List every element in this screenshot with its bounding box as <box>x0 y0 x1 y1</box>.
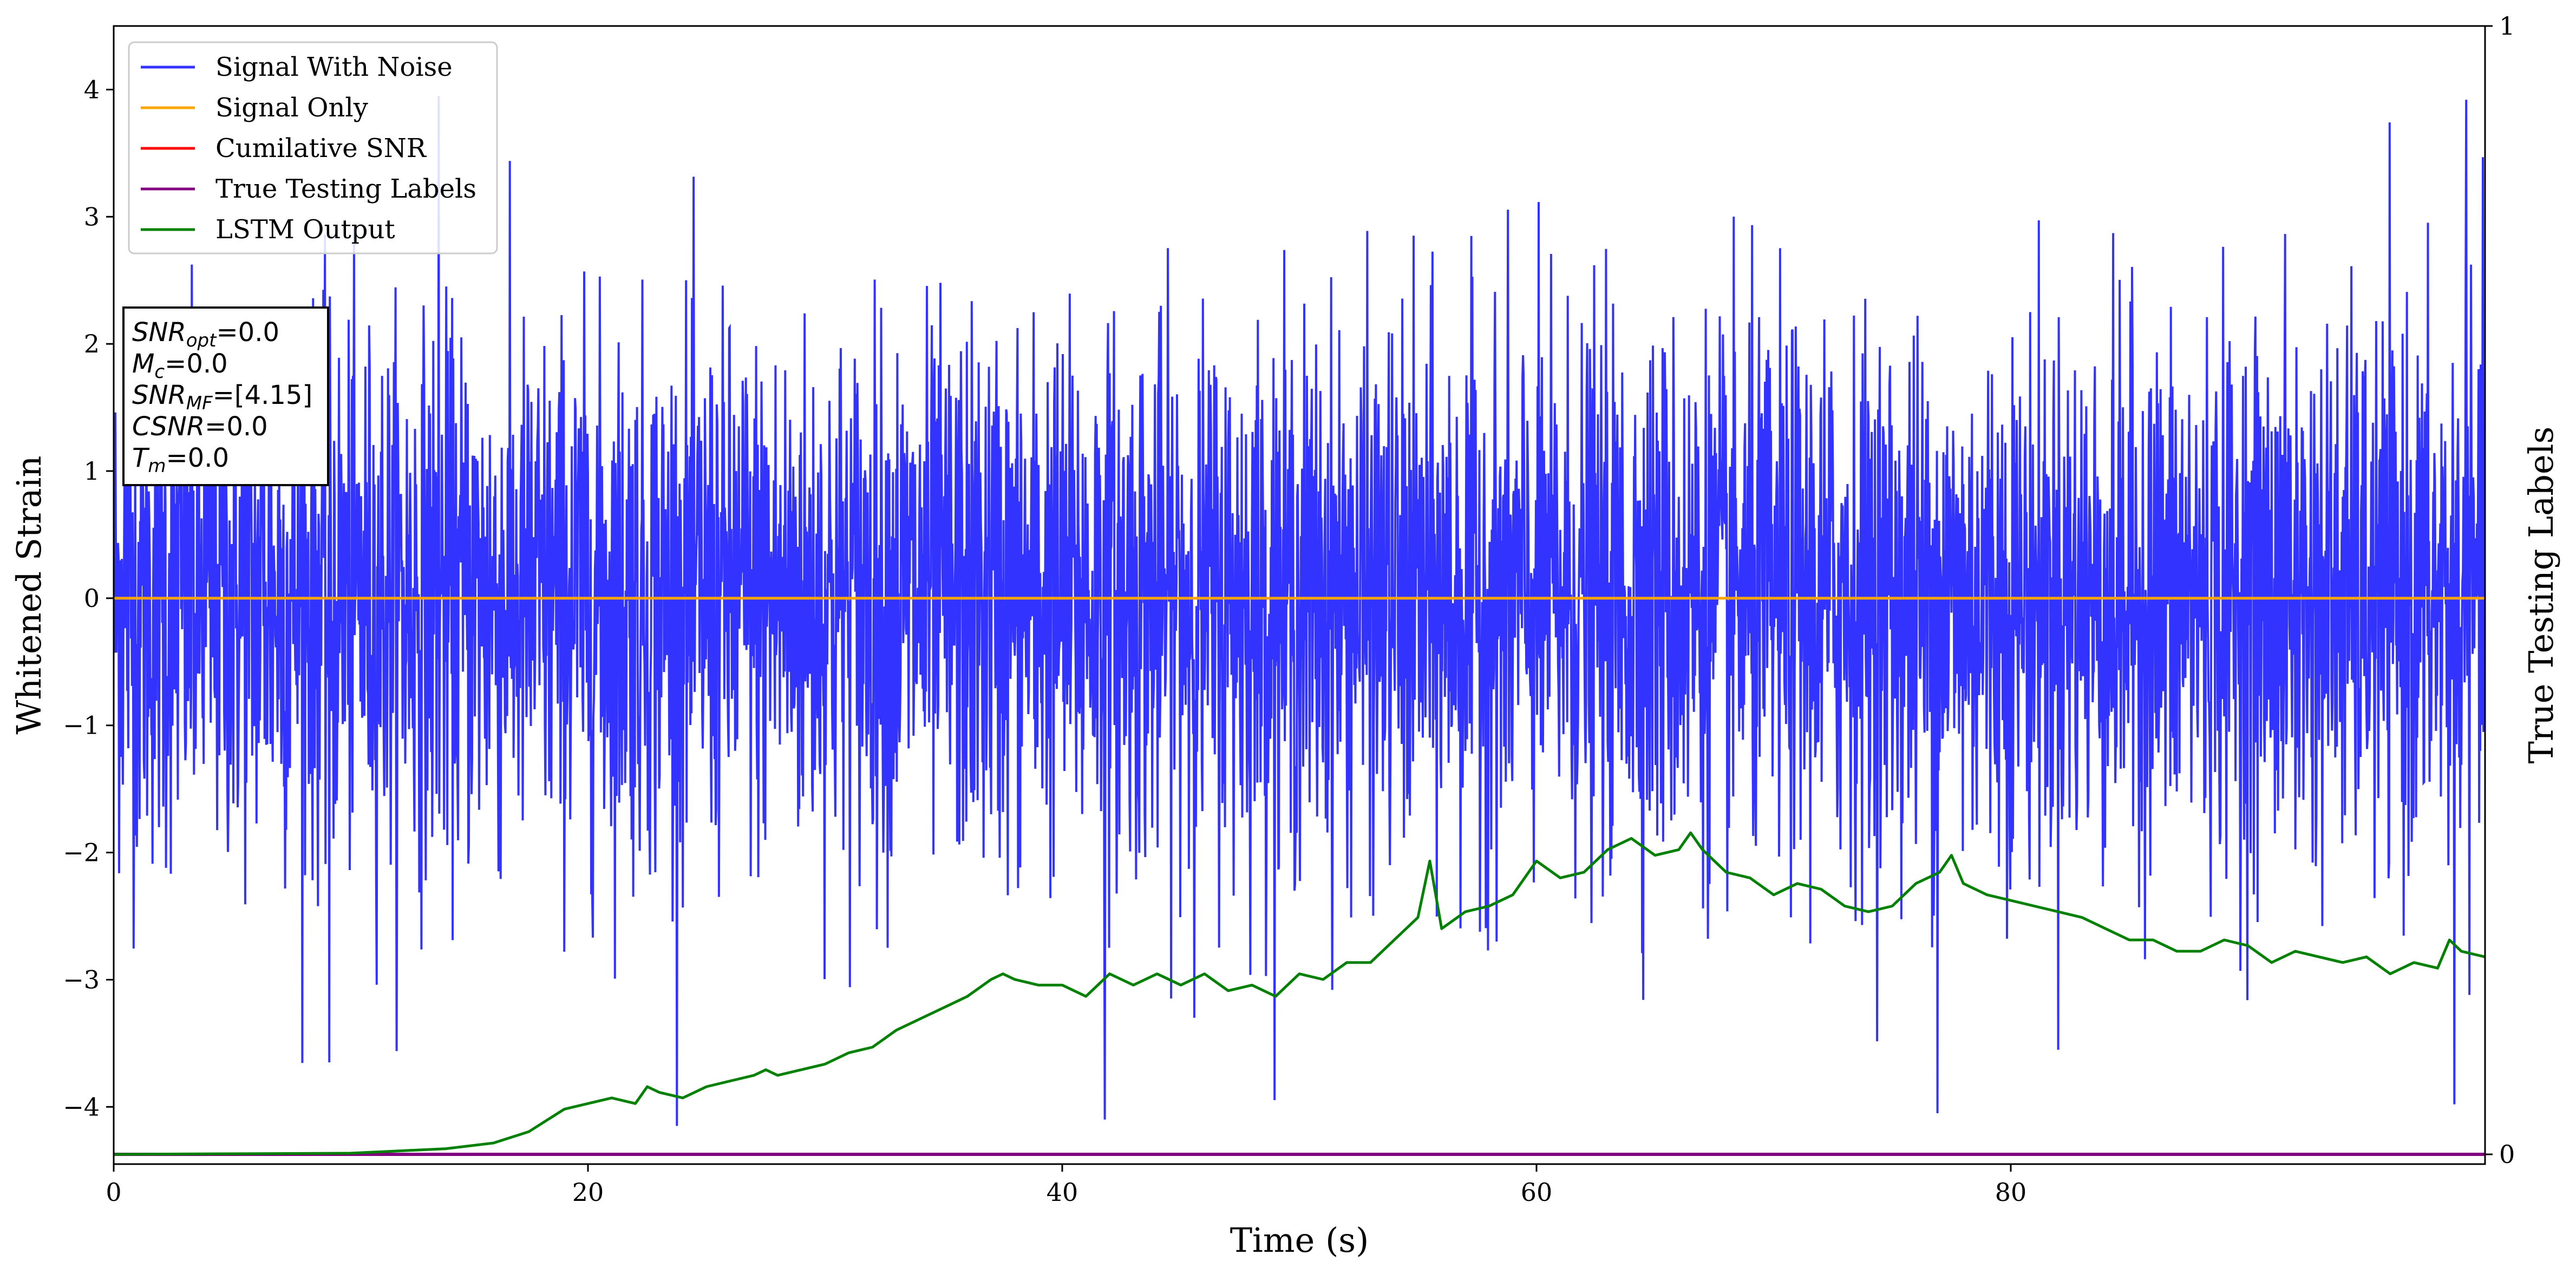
info-subscript: MF <box>186 393 213 414</box>
y-tick-label: 1 <box>84 456 100 486</box>
series-signal-with-noise <box>114 96 2485 1126</box>
info-subscript: m <box>148 455 166 477</box>
info-value: =0.0 <box>205 411 268 442</box>
x-tick-label: 20 <box>572 1178 604 1207</box>
y2-axis-title: True Testing Labels <box>2521 427 2561 764</box>
info-box-frame <box>122 306 329 486</box>
x-tick-label: 40 <box>1047 1178 1078 1207</box>
y-tick-label: 3 <box>84 202 100 231</box>
y-tick-label: 2 <box>84 329 100 358</box>
info-symbol: T <box>132 443 150 473</box>
y-axis-title: Whitened Strain <box>9 456 49 735</box>
axes-frame <box>113 25 2486 1165</box>
x-tick-label: 60 <box>1521 1178 1553 1207</box>
y2-tick-label: 0 <box>2499 1140 2515 1169</box>
info-symbol: SNR <box>132 380 186 410</box>
info-value: =0.0 <box>166 443 229 473</box>
info-value: =[4.15] <box>213 380 313 410</box>
info-symbol: SNR <box>132 317 186 348</box>
y-tick-label: −2 <box>63 838 100 867</box>
y-tick-label: 4 <box>84 75 100 104</box>
legend-label: True Testing Labels <box>215 174 476 204</box>
plot-area <box>113 96 2486 1156</box>
info-box: SNRopt=0.0Mc=0.0SNRMF=[4.15]CSNR=0.0Tm=0… <box>122 306 329 486</box>
y-tick-label: 0 <box>84 584 100 613</box>
legend-label: Signal With Noise <box>215 52 453 82</box>
x-axis-title: Time (s) <box>1230 1220 1369 1260</box>
legend-label: LSTM Output <box>215 214 395 245</box>
info-subscript: c <box>154 361 165 383</box>
legend-label: Signal Only <box>215 93 368 123</box>
info-line: SNRMF=[4.15] <box>132 380 312 414</box>
y-tick-label: −4 <box>63 1092 100 1121</box>
info-line: SNRopt=0.0 <box>132 317 279 351</box>
info-symbol: M <box>132 349 154 379</box>
info-symbol: CSNR <box>132 411 205 442</box>
legend: Signal With Noise Signal Only Cumilative S… <box>128 41 498 254</box>
y2-tick-label: 1 <box>2499 11 2515 41</box>
info-value: =0.0 <box>216 317 279 348</box>
x-tick-label: 0 <box>106 1178 121 1207</box>
info-line: Mc=0.0 <box>132 349 228 383</box>
legend-frame <box>128 41 498 254</box>
info-line: CSNR=0.0 <box>132 411 268 442</box>
y-tick-label: −3 <box>63 965 100 994</box>
series-lstm-output <box>113 831 2486 1156</box>
legend-label: Cumilative SNR <box>215 133 427 164</box>
info-line: Tm=0.0 <box>132 443 229 477</box>
info-value: =0.0 <box>165 349 228 379</box>
info-subscript: opt <box>186 330 217 351</box>
y-tick-label: −1 <box>63 711 100 740</box>
x-tick-label: 80 <box>1995 1178 2027 1207</box>
